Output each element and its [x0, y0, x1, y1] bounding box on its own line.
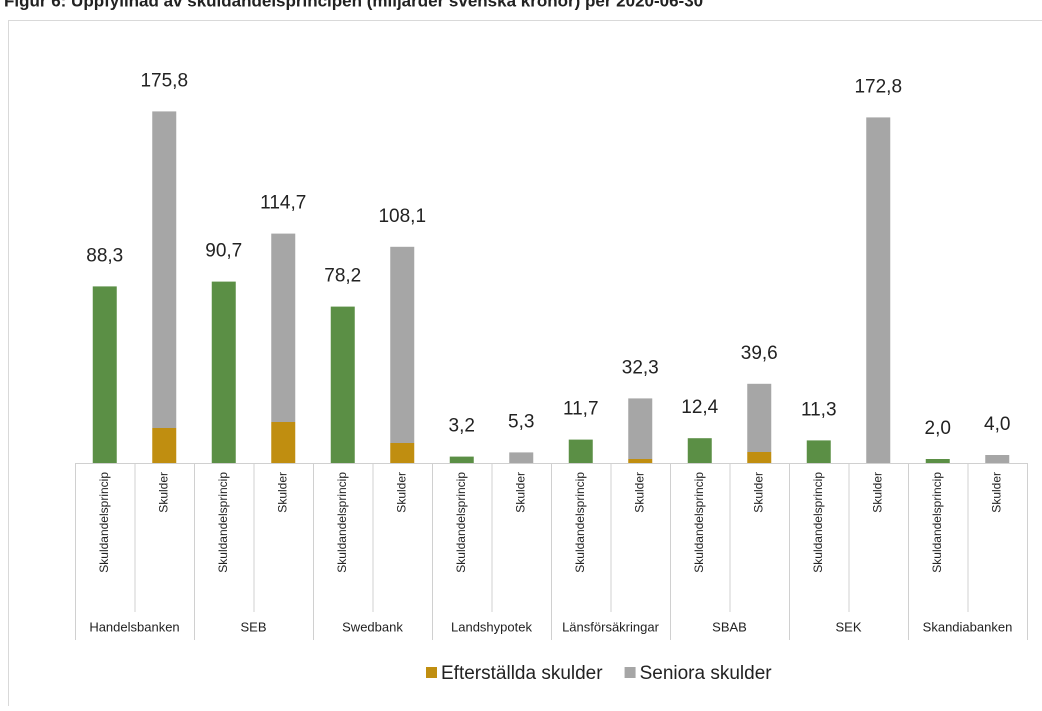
principle-bar: [926, 459, 950, 463]
sub-label: Skulder: [870, 472, 884, 513]
group-label: Skandiabanken: [923, 619, 1013, 634]
data-label: 2,0: [925, 418, 951, 439]
stack-segment: [628, 398, 652, 459]
sub-label: Skuldandelsprincip: [97, 472, 111, 573]
sub-label: Skuldandelsprincip: [573, 472, 587, 573]
data-label: 90,7: [205, 241, 242, 262]
data-label: 88,3: [86, 245, 123, 266]
sub-label: Skuldandelsprincip: [811, 472, 825, 573]
legend-label: Efterställda skulder: [441, 663, 603, 684]
stack-segment: [747, 384, 771, 452]
group-label: Swedbank: [342, 619, 403, 634]
principle-bar: [807, 440, 831, 463]
principle-bar: [569, 440, 593, 463]
stack-segment: [866, 117, 890, 463]
stack-segment: [271, 234, 295, 422]
legend-label: Seniora skulder: [640, 663, 773, 684]
stack-segment: [509, 452, 533, 463]
legend-swatch: [625, 667, 636, 678]
data-label: 12,4: [681, 397, 718, 418]
sub-label: Skulder: [989, 472, 1003, 513]
stack-segment: [985, 455, 1009, 463]
legend-swatch: [426, 667, 437, 678]
stack-segment: [747, 452, 771, 463]
total-label: 114,7: [260, 193, 306, 214]
stack-segment: [271, 422, 295, 463]
principle-bar: [212, 282, 236, 463]
data-label: 3,2: [449, 416, 475, 437]
total-label: 5,3: [508, 411, 534, 432]
total-label: 172,8: [854, 76, 902, 97]
group-label: Länsförsäkringar: [562, 619, 659, 634]
sub-label: Skuldandelsprincip: [454, 472, 468, 573]
principle-bar: [688, 438, 712, 463]
principle-bar: [450, 457, 474, 463]
sub-label: Skulder: [751, 472, 765, 513]
sub-label: Skulder: [513, 472, 527, 513]
group-label: SBAB: [712, 619, 747, 634]
stack-segment: [390, 443, 414, 463]
group-label: Landshypotek: [451, 619, 532, 634]
total-label: 32,3: [622, 357, 659, 378]
sub-label: Skuldandelsprincip: [930, 472, 944, 573]
total-label: 108,1: [378, 206, 426, 227]
group-label: Handelsbanken: [89, 619, 179, 634]
total-label: 175,8: [140, 70, 188, 91]
total-label: 39,6: [741, 343, 778, 364]
principle-bar: [331, 307, 355, 463]
total-label: 4,0: [984, 414, 1010, 435]
stack-segment: [152, 428, 176, 463]
data-label: 11,3: [801, 399, 837, 420]
sub-label: Skuldandelsprincip: [335, 472, 349, 573]
data-label: 78,2: [324, 266, 361, 287]
sub-label: Skulder: [156, 472, 170, 513]
stack-segment: [390, 247, 414, 443]
sub-label: Skuldandelsprincip: [692, 472, 706, 573]
sub-label: Skuldandelsprincip: [216, 472, 230, 573]
stack-segment: [152, 111, 176, 428]
sub-label: Skulder: [275, 472, 289, 513]
principle-bar: [93, 286, 117, 463]
sub-label: Skulder: [632, 472, 646, 513]
data-label: 11,7: [563, 399, 599, 420]
stack-segment: [628, 459, 652, 463]
group-label: SEK: [835, 619, 861, 634]
group-label: SEB: [240, 619, 266, 634]
sub-label: Skulder: [394, 472, 408, 513]
chart-title: Figur 6: Uppfyllnad av skuldandelsprinci…: [4, 0, 703, 10]
